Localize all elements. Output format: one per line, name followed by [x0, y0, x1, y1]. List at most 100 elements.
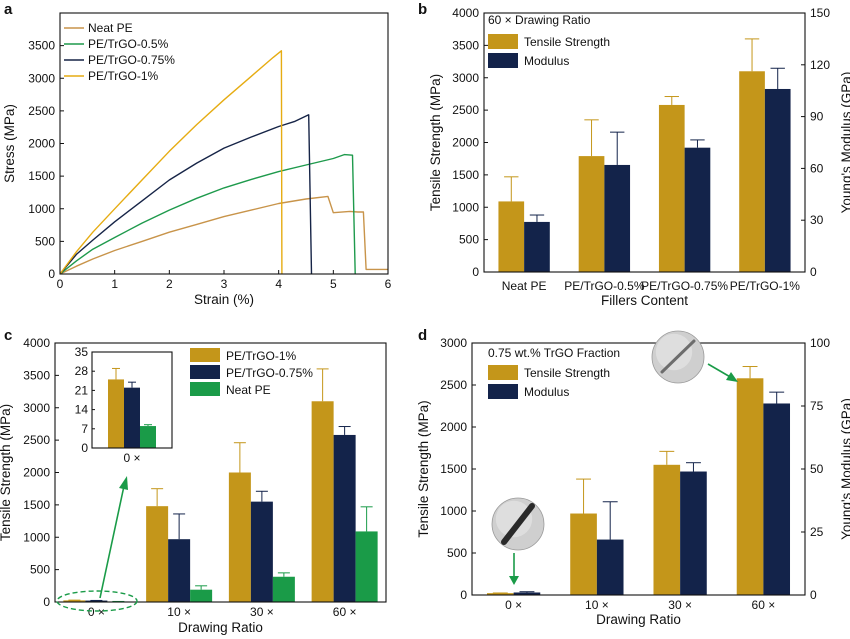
series-line	[59, 50, 283, 275]
y-tick-label: 1000	[440, 504, 467, 518]
legend-label: Modulus	[524, 385, 569, 399]
inset-y-tick-label: 28	[75, 364, 89, 378]
arrow-head	[726, 372, 738, 382]
x-category-label: PE/TrGO-0.5%	[564, 279, 645, 293]
photo-undrawn-film	[491, 497, 545, 551]
x-category-label: 0 ×	[505, 598, 522, 612]
y-tick-label: 500	[30, 563, 50, 577]
legend-swatch	[488, 365, 518, 380]
bar-modulus	[513, 592, 541, 595]
bar-pe-trgo-1-	[63, 600, 86, 602]
y-tick-label: 0	[472, 265, 479, 279]
y2-axis-label: Young's Modulus (GPa)	[839, 398, 850, 540]
bar-tensile-strength	[498, 201, 525, 272]
panel-letter: c	[4, 327, 12, 344]
y-tick-label: 4000	[23, 336, 50, 350]
series-line	[59, 153, 356, 275]
legend-swatch	[488, 384, 518, 399]
panel-d: 0 × 10 × 30 × 60 ×0500100015002000250030000…	[416, 327, 850, 627]
panel-letter: d	[418, 327, 427, 344]
arrow-line	[707, 363, 733, 379]
x-tick-label: 5	[330, 277, 337, 291]
y-tick-label: 2500	[23, 433, 50, 447]
bar-neat-pe	[355, 531, 378, 602]
y-tick-label: 2000	[23, 466, 50, 480]
legend: Neat PE PE/TrGO-0.5% PE/TrGO-0.75% PE/TrGO-…	[64, 21, 175, 83]
inset-bar	[108, 379, 124, 448]
x-axis-label: Drawing Ratio	[178, 620, 263, 635]
y-tick-label: 2000	[440, 420, 467, 434]
x-tick-label: 0	[57, 277, 64, 291]
y-tick-label: 3000	[23, 401, 50, 415]
bar-pe-trgo-0-75-	[168, 539, 191, 602]
arrow-line	[99, 485, 125, 599]
bar-modulus	[604, 164, 631, 272]
inset-x-category-label: 0 ×	[123, 451, 140, 465]
y2-tick-label: 100	[810, 336, 830, 350]
bar-modulus	[524, 221, 550, 272]
y-tick-label: 0	[460, 588, 467, 602]
y-axis-label: Stress (MPa)	[2, 104, 17, 183]
y-tick-label: 1500	[452, 168, 479, 182]
y-axis-label: Tensile Strength (MPa)	[0, 404, 13, 541]
x-category-label: 0 ×	[88, 605, 105, 619]
y-tick-label: 500	[459, 233, 479, 247]
y-axis-label: Tensile Strength (MPa)	[416, 400, 431, 537]
legend-label: PE/TrGO-1%	[88, 69, 159, 83]
x-category-label: 30 ×	[250, 605, 274, 619]
bar-tensile-strength	[736, 378, 764, 595]
y-tick-label: 1500	[23, 498, 50, 512]
inset-y-tick-label: 14	[75, 403, 89, 417]
photo-highlight	[655, 333, 693, 371]
highlight-ellipse	[56, 590, 138, 612]
x-category-label: 60 ×	[752, 598, 776, 612]
x-tick-label: 4	[275, 277, 282, 291]
bar-pe-trgo-1-	[311, 401, 334, 602]
legend-label: PE/TrGO-1%	[226, 349, 297, 363]
y2-tick-label: 90	[810, 110, 824, 124]
bar-tensile-strength	[658, 104, 685, 272]
y-tick-label: 1000	[28, 202, 55, 216]
y-tick-label: 500	[447, 546, 467, 560]
y-tick-label: 1500	[28, 169, 55, 183]
series-line	[59, 114, 313, 275]
x-axis-label: Strain (%)	[194, 292, 254, 307]
legend-label: PE/TrGO-0.5%	[88, 37, 169, 51]
y2-tick-label: 150	[810, 6, 830, 20]
photo-fiber	[660, 339, 696, 374]
x-category-label: PE/TrGO-0.75%	[641, 279, 728, 293]
y-tick-label: 1000	[23, 530, 50, 544]
x-tick-label: 1	[111, 277, 118, 291]
y-tick-label: 3000	[452, 71, 479, 85]
y-tick-label: 0	[43, 595, 50, 609]
panel-letter: a	[4, 1, 13, 18]
panel-a: 0 1 2 3 4 5 6 0 500 1000 1500 2000 2500 3000 3500 Strai…	[2, 1, 392, 307]
bar-pe-trgo-1-	[228, 472, 251, 602]
photo-highlight	[495, 500, 533, 538]
legend-label: Neat PE	[226, 383, 271, 397]
x-tick-label: 2	[166, 277, 173, 291]
x-category-label: Neat PE	[502, 279, 547, 293]
legend-swatch	[190, 365, 220, 379]
bar-pe-trgo-1-	[146, 506, 169, 602]
y2-tick-label: 0	[810, 265, 817, 279]
series-line	[59, 195, 388, 275]
inset-chart: 0 7 14 21 28 35 0 ×	[75, 345, 173, 465]
bar-tensile-strength	[739, 71, 765, 273]
legend: Tensile Strength Modulus	[488, 34, 610, 68]
x-category-label: 10 ×	[167, 605, 191, 619]
bar-modulus	[764, 88, 791, 273]
y-tick-label: 1500	[440, 462, 467, 476]
legend-label: Neat PE	[88, 21, 133, 35]
y-tick-label: 1000	[452, 200, 479, 214]
photo-drawn-fiber	[651, 330, 705, 384]
bar-modulus	[596, 539, 624, 595]
panel-c: 0 × 10 × 30 × 60 × 0 500 1000 1500 2000 2500 3000 3…	[0, 327, 387, 635]
x-category-label: 10 ×	[585, 598, 609, 612]
legend: PE/TrGO-1% PE/TrGO-0.75% Neat PE	[190, 348, 313, 397]
plot-frame	[91, 351, 173, 449]
legend-label: Tensile Strength	[524, 35, 610, 49]
y-axis-label: Tensile Strength (MPa)	[428, 74, 443, 211]
y-tick-label: 3500	[452, 38, 479, 52]
